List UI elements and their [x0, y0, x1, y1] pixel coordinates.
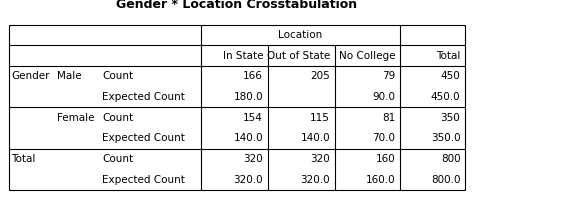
Text: 800.0: 800.0 [431, 175, 460, 185]
Text: Count: Count [102, 71, 133, 81]
Text: 205: 205 [310, 71, 330, 81]
Text: Expected Count: Expected Count [102, 175, 185, 185]
Text: 160: 160 [375, 154, 395, 164]
Text: 79: 79 [382, 71, 395, 81]
Text: Expected Count: Expected Count [102, 133, 185, 143]
Text: Total: Total [11, 154, 36, 164]
Text: 140.0: 140.0 [301, 133, 330, 143]
Text: Female: Female [57, 113, 94, 123]
Text: 154: 154 [243, 113, 263, 123]
Bar [9, 25, 465, 190]
Text: Male: Male [57, 71, 81, 81]
Text: 320: 320 [243, 154, 263, 164]
Text: 320.0: 320.0 [301, 175, 330, 185]
Text: 320.0: 320.0 [234, 175, 263, 185]
Text: 81: 81 [382, 113, 395, 123]
Text: 140.0: 140.0 [234, 133, 263, 143]
Text: 350: 350 [441, 113, 460, 123]
Text: 70.0: 70.0 [372, 133, 395, 143]
Text: Count: Count [102, 113, 133, 123]
Text: No College: No College [338, 51, 395, 61]
Text: Gender * Location Crosstabulation: Gender * Location Crosstabulation [116, 0, 357, 11]
Text: 90.0: 90.0 [372, 92, 395, 102]
Text: 450: 450 [441, 71, 460, 81]
Text: 800: 800 [441, 154, 460, 164]
Text: Expected Count: Expected Count [102, 92, 185, 102]
Text: Gender: Gender [11, 71, 50, 81]
Text: 350.0: 350.0 [431, 133, 460, 143]
Text: 166: 166 [243, 71, 263, 81]
Text: Total: Total [436, 51, 460, 61]
Text: 115: 115 [310, 113, 330, 123]
Text: In State: In State [223, 51, 263, 61]
Text: Out of State: Out of State [266, 51, 330, 61]
Text: Count: Count [102, 154, 133, 164]
Text: 160.0: 160.0 [366, 175, 395, 185]
Text: 450.0: 450.0 [431, 92, 460, 102]
Text: Location: Location [278, 30, 323, 40]
Text: 180.0: 180.0 [234, 92, 263, 102]
Text: 320: 320 [310, 154, 330, 164]
